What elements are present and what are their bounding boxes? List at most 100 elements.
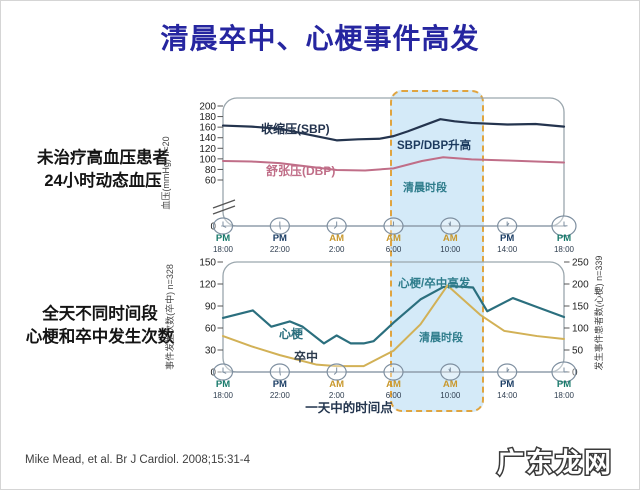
- watermark-text: 广东龙网: [497, 447, 613, 478]
- clock-icon: [551, 361, 577, 383]
- left-y-tick-label: 90: [205, 302, 217, 313]
- dbp-line: [222, 156, 565, 172]
- events-plot-border: [222, 261, 565, 373]
- clock-icon: [326, 217, 347, 235]
- x-tick-period: PM: [557, 233, 571, 244]
- clock-icon: [212, 363, 234, 381]
- x-tick-period: AM: [443, 233, 458, 244]
- x-tick-time: 10:00: [440, 391, 461, 400]
- annotation-morning-period: 清晨时段: [403, 180, 447, 194]
- left-y-tick-label: 30: [205, 346, 217, 357]
- x-tick-period: PM: [500, 379, 514, 390]
- y-tick-label: 80: [205, 165, 217, 176]
- axis-break-mark: [212, 199, 236, 209]
- left-y-tick-label: 150: [199, 258, 216, 269]
- x-tick-time: 18:00: [213, 391, 234, 400]
- right-y-tick-label: 150: [572, 302, 589, 313]
- x-tick-period: AM: [386, 379, 401, 390]
- events-caption-line2: 心梗和卒中发生次数: [25, 328, 175, 347]
- x-tick-period: PM: [500, 233, 514, 244]
- y-tick-label: 160: [199, 123, 216, 134]
- morning-highlight-region: [390, 90, 484, 412]
- clock-icon: [440, 217, 461, 235]
- clock-icon: [440, 363, 461, 381]
- bp-y-axis-title: 血压(mmHg) n=20: [160, 136, 171, 209]
- clock-icon: [497, 363, 518, 381]
- clock-hour-hand: [389, 224, 394, 227]
- bp-caption-line1: 未治疗高血压患者: [37, 149, 169, 167]
- clock-hour-hand: [506, 222, 510, 227]
- stroke-series-label: 卒中: [294, 349, 318, 364]
- ambulatory-bp-chart: 20018016014012010080600收缩压(SBP)舒张压(DBP)S…: [160, 97, 577, 254]
- right-y-tick-label: 0: [572, 368, 578, 379]
- clock-icon: [326, 363, 347, 381]
- x-tick-period: AM: [329, 379, 344, 390]
- bp-caption-line2: 24小时动态血压: [44, 172, 162, 191]
- clock-hour-hand: [333, 225, 338, 229]
- mi-line: [221, 285, 566, 345]
- mi-stroke-events-chart: 0306090120150050100150200250心梗卒中心梗/卒中高发清…: [164, 256, 604, 415]
- annotation-sbp-dbp-rise: SBP/DBP升高: [397, 138, 471, 152]
- events-left-y-axis-title: 事件发生次数(卒中) n=328: [164, 264, 175, 370]
- annotation-morning-period: 清晨时段: [419, 330, 463, 344]
- clock-hour-hand: [222, 371, 227, 374]
- x-tick-time: 22:00: [270, 245, 291, 254]
- x-tick-period: AM: [386, 233, 401, 244]
- bp-chart-caption: 未治疗高血压患者 24小时动态血压: [17, 147, 189, 193]
- dbp-series-label: 舒张压(DBP): [265, 163, 335, 178]
- stroke-line: [222, 284, 565, 368]
- y-tick-label: 100: [199, 154, 216, 165]
- x-tick-time: 14:00: [497, 245, 518, 254]
- clock-hour-hand: [389, 370, 394, 373]
- x-tick-time: 6:00: [386, 245, 402, 254]
- clock-hour-hand: [279, 371, 281, 376]
- x-axis-title: 一天中的时间点: [305, 400, 393, 415]
- y-tick-label: 120: [199, 144, 216, 155]
- clock-icon: [497, 217, 518, 235]
- right-y-tick-label: 100: [572, 324, 589, 335]
- x-tick-period: AM: [329, 233, 344, 244]
- x-tick-time: 2:00: [329, 245, 345, 254]
- clock-icon: [383, 363, 404, 381]
- x-tick-period: AM: [443, 379, 458, 390]
- clock-hour-hand: [506, 368, 510, 373]
- x-tick-period: PM: [557, 379, 571, 390]
- x-tick-time: 18:00: [213, 245, 234, 254]
- sbp-line: [221, 118, 566, 142]
- left-y-tick-label: 60: [205, 324, 217, 335]
- x-tick-time: 18:00: [554, 391, 575, 400]
- y-tick-label: 140: [199, 133, 216, 144]
- right-y-tick-label: 50: [572, 346, 584, 357]
- clock-hour-hand: [448, 222, 451, 227]
- clock-icon: [383, 217, 404, 235]
- y-tick-label: 200: [199, 102, 216, 113]
- citation: Mike Mead, et al. Br J Cardiol. 2008;15:…: [25, 454, 251, 466]
- events-right-y-axis-title: 发生事件患者数(心梗) n=339: [593, 256, 604, 371]
- events-chart-caption: 全天不同时间段 心梗和卒中发生次数: [9, 303, 191, 349]
- clock-icon: [212, 217, 234, 235]
- x-tick-time: 14:00: [497, 391, 518, 400]
- x-tick-time: 2:00: [329, 391, 345, 400]
- page-title: 清晨卒中、心梗事件高发: [160, 23, 480, 54]
- clock-hour-hand: [333, 371, 338, 375]
- y-tick-label: 180: [199, 112, 216, 123]
- x-tick-period: PM: [273, 233, 287, 244]
- clock-hour-hand: [448, 368, 451, 373]
- x-tick-time: 6:00: [386, 391, 402, 400]
- annotation-high-incidence: 心梗/卒中高发: [398, 276, 471, 290]
- clock-hour-hand: [279, 225, 281, 230]
- x-tick-period: PM: [273, 379, 287, 390]
- events-caption-line1: 全天不同时间段: [42, 305, 158, 323]
- x-tick-period: PM: [216, 233, 230, 244]
- clock-icon: [551, 215, 577, 237]
- x-tick-period: PM: [216, 379, 230, 390]
- watermark: 广东龙网: [496, 446, 613, 480]
- left-y-tick-label: 120: [199, 280, 216, 291]
- x-tick-time: 18:00: [554, 245, 575, 254]
- clock-hour-hand: [222, 225, 227, 228]
- right-y-tick-label: 250: [572, 258, 589, 269]
- right-y-tick-label: 200: [572, 280, 589, 291]
- axis-break-mark: [212, 205, 236, 215]
- clock-icon: [269, 363, 290, 381]
